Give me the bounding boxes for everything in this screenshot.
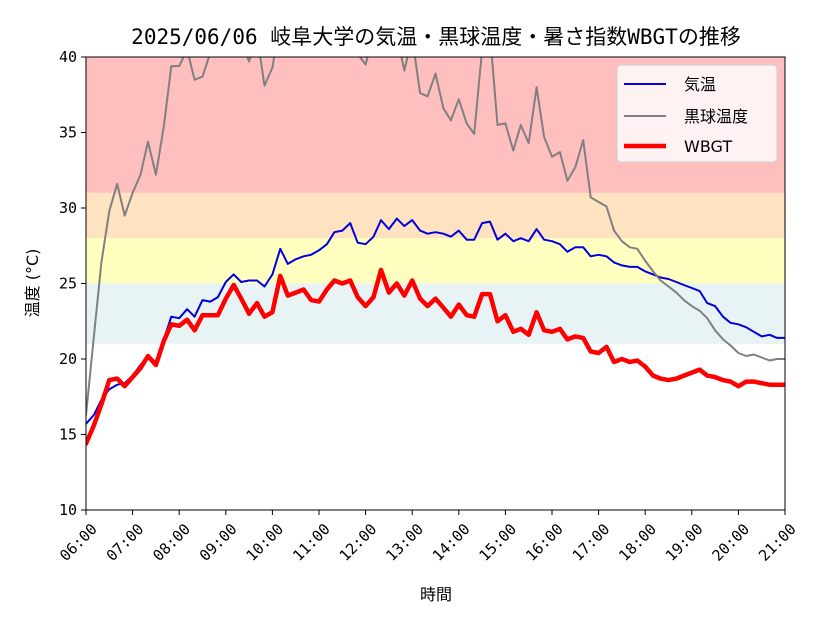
y-tick-label: 20: [59, 350, 77, 368]
x-tick-label: 15:00: [475, 520, 520, 565]
y-tick-label: 10: [59, 501, 77, 519]
x-tick-label: 21:00: [755, 520, 800, 565]
x-tick-label: 16:00: [522, 520, 567, 565]
y-tick-label: 25: [59, 275, 77, 293]
x-axis: 06:00 07:00 08:00 09:00 10:00 11:00 12:00 13:00…: [56, 510, 800, 565]
x-tick-label: 09:00: [196, 520, 241, 565]
legend: 気温 黒球温度 WBGT: [616, 64, 778, 163]
y-tick-label: 15: [59, 426, 77, 444]
x-tick-label: 20:00: [708, 520, 753, 565]
series-layer: [86, 57, 785, 446]
legend-label-wbgt: WBGT: [684, 137, 732, 156]
x-tick-label: 10:00: [242, 520, 287, 565]
x-tick-label: 14:00: [429, 520, 474, 565]
legend-box: [616, 64, 778, 163]
x-tick-label: 13:00: [382, 520, 427, 565]
series-line-wbgt: [86, 267, 785, 446]
band-2: [86, 238, 785, 284]
x-tick-label: 18:00: [615, 520, 660, 565]
y-tick-label: 30: [59, 199, 77, 217]
y-tick-label: 35: [59, 124, 77, 142]
x-tick-label: 08:00: [149, 520, 194, 565]
y-axis-label: 温度 (°C): [23, 249, 42, 318]
x-tick-label: 17:00: [569, 520, 614, 565]
y-tick-label: 40: [59, 48, 77, 66]
x-axis-label: 時間: [420, 585, 452, 604]
series-line-kion: [86, 217, 785, 425]
x-tick-label: 19:00: [662, 520, 707, 565]
x-tick-label: 06:00: [56, 520, 101, 565]
y-axis: 10 15 20 25 30 35 40: [59, 48, 86, 519]
chart-title: 2025/06/06 岐阜大学の気温・黒球温度・暑さ指数WBGTの推移: [131, 25, 741, 49]
legend-label-globe: 黒球温度: [684, 107, 748, 126]
series-line-globe: [86, 57, 785, 416]
legend-label-kion: 気温: [684, 75, 716, 94]
x-tick-label: 11:00: [289, 520, 334, 565]
x-tick-label: 07:00: [103, 520, 148, 565]
x-tick-label: 12:00: [336, 520, 381, 565]
band-1: [86, 192, 785, 239]
